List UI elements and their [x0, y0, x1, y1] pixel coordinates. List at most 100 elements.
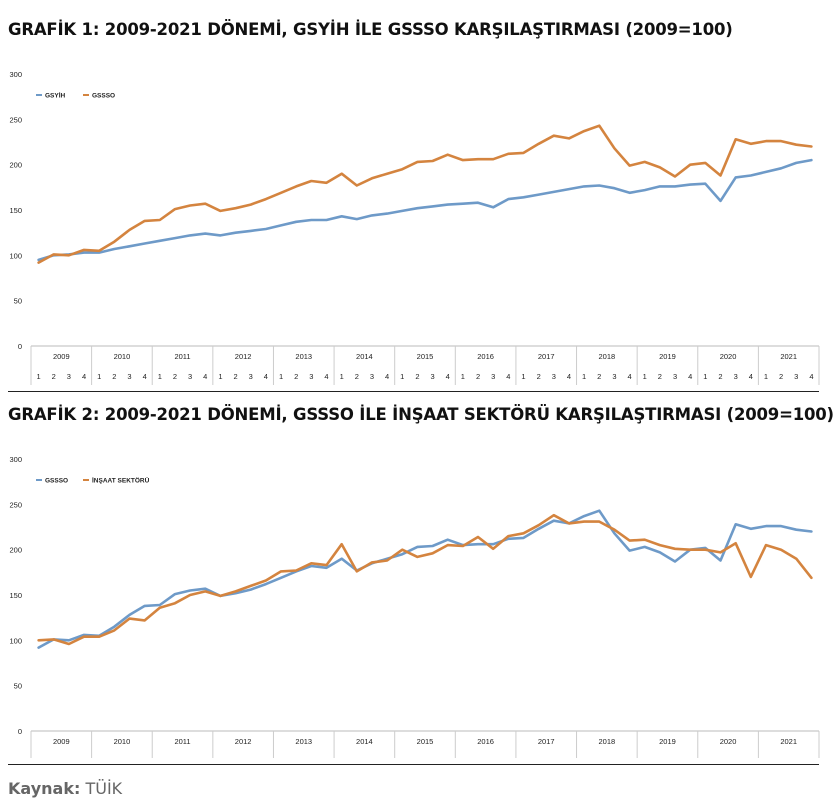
y-tick-label: 50: [14, 297, 22, 306]
quarter-label: 2: [52, 372, 56, 381]
quarter-label: 3: [491, 372, 495, 381]
y-tick-label: 200: [9, 161, 22, 170]
quarter-label: 2: [779, 372, 783, 381]
quarter-label: 4: [506, 372, 510, 381]
quarter-label: 4: [567, 757, 571, 758]
quarter-label: 1: [582, 372, 586, 381]
quarter-label: 2: [718, 372, 722, 381]
y-tick-label: 200: [9, 546, 22, 555]
quarter-label: 1: [643, 372, 647, 381]
quarter-label: 4: [749, 757, 753, 758]
year-label: 2014: [356, 352, 373, 361]
year-label: 2020: [720, 352, 737, 361]
quarter-label: 3: [734, 372, 738, 381]
quarter-label: 2: [537, 372, 541, 381]
quarter-label: 3: [127, 372, 131, 381]
quarter-label: 3: [673, 757, 677, 758]
quarter-label: 3: [67, 372, 71, 381]
year-label: 2021: [780, 737, 797, 746]
quarter-label: 1: [461, 757, 465, 758]
y-tick-label: 150: [9, 206, 22, 215]
year-label: 2011: [174, 352, 190, 361]
year-label: 2020: [720, 737, 737, 746]
quarter-label: 2: [415, 757, 419, 758]
quarter-label: 1: [400, 372, 404, 381]
chart1-title: GRAFİK 1: 2009-2021 DÖNEMİ, GSYİH İLE GS…: [8, 20, 733, 39]
year-label: 2016: [477, 737, 494, 746]
quarter-label: 1: [158, 372, 162, 381]
series-line-2: [37, 513, 813, 646]
year-label: 2011: [174, 737, 190, 746]
legend-label: İNŞAAT SEKTÖRÜ: [92, 476, 150, 485]
y-tick-label: 300: [9, 70, 22, 79]
year-label: 2010: [114, 352, 131, 361]
quarter-label: 1: [764, 757, 768, 758]
quarter-label: 4: [324, 757, 328, 758]
quarter-label: 1: [582, 757, 586, 758]
y-tick-label: 0: [18, 342, 22, 351]
legend-label: GSSSO: [45, 478, 68, 485]
quarter-label: 2: [718, 757, 722, 758]
quarter-label: 2: [173, 372, 177, 381]
quarter-label: 4: [203, 757, 207, 758]
quarter-label: 3: [249, 757, 253, 758]
quarter-label: 4: [809, 372, 813, 381]
year-label: 2014: [356, 737, 373, 746]
year-label: 2013: [295, 352, 312, 361]
quarter-label: 4: [264, 757, 268, 758]
quarter-label: 4: [627, 372, 631, 381]
divider-line: [8, 764, 819, 765]
quarter-label: 4: [688, 372, 692, 381]
quarter-label: 4: [567, 372, 571, 381]
y-tick-label: 100: [9, 251, 22, 260]
quarter-label: 3: [734, 757, 738, 758]
quarter-label: 1: [521, 372, 525, 381]
quarter-label: 3: [370, 372, 374, 381]
quarter-label: 2: [112, 372, 116, 381]
quarter-label: 4: [143, 757, 147, 758]
year-label: 2010: [114, 737, 131, 746]
series-line-1: [37, 158, 813, 262]
quarter-label: 1: [340, 757, 344, 758]
quarter-label: 4: [809, 757, 813, 758]
quarter-label: 1: [461, 372, 465, 381]
quarter-label: 2: [52, 757, 56, 758]
year-label: 2019: [659, 737, 676, 746]
source-value: TÜİK: [85, 779, 123, 798]
quarter-label: 3: [430, 757, 434, 758]
chart2: 0 50 100 150 200 250 300 2009 2010 2011 2012 2013 20…: [9, 455, 820, 758]
year-label: 2013: [295, 737, 312, 746]
quarter-label: 3: [188, 757, 192, 758]
divider-line: [8, 391, 819, 392]
quarter-label: 2: [476, 372, 480, 381]
quarter-label: 3: [673, 372, 677, 381]
quarter-label: 2: [112, 757, 116, 758]
quarter-label: 1: [279, 757, 283, 758]
quarter-label: 1: [279, 372, 283, 381]
quarter-label: 3: [67, 757, 71, 758]
quarter-label: 1: [218, 757, 222, 758]
y-tick-label: 100: [9, 636, 22, 645]
quarter-label: 3: [127, 757, 131, 758]
legend-label: GSSSO: [92, 93, 115, 100]
year-label: 2018: [599, 352, 616, 361]
quarter-label: 4: [143, 372, 147, 381]
quarter-label: 3: [552, 372, 556, 381]
year-label: 2017: [538, 737, 555, 746]
y-tick-label: 0: [18, 727, 22, 736]
quarter-label: 3: [188, 372, 192, 381]
quarter-label: 3: [491, 757, 495, 758]
quarter-label: 1: [36, 372, 40, 381]
legend-label: GSYİH: [45, 92, 66, 100]
year-label: 2017: [538, 352, 555, 361]
year-label: 2016: [477, 352, 494, 361]
quarter-label: 4: [203, 372, 207, 381]
quarter-label: 3: [552, 757, 556, 758]
quarter-label: 1: [764, 372, 768, 381]
quarter-label: 3: [612, 757, 616, 758]
quarter-label: 3: [430, 372, 434, 381]
quarter-label: 4: [82, 757, 86, 758]
quarter-label: 1: [36, 757, 40, 758]
quarter-label: 1: [340, 372, 344, 381]
quarter-label: 4: [446, 757, 450, 758]
